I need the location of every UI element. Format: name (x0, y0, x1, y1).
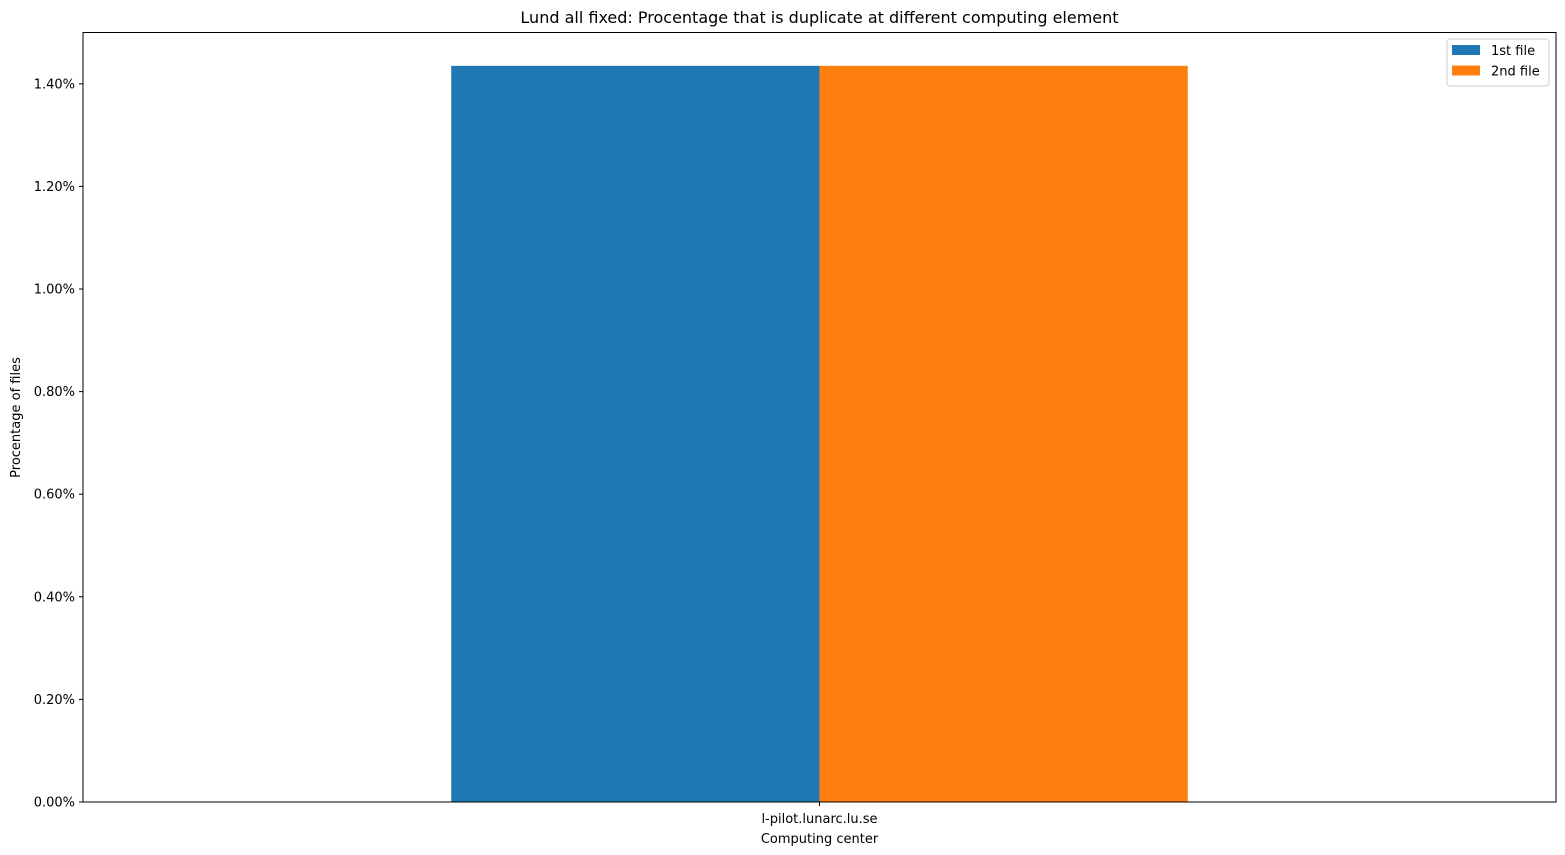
y-axis: 0.00% 0.20% 0.40% 0.60% 0.80% 1.00% 1.20% 1.40% (34, 77, 83, 811)
y-tick-label: 1.40% (34, 77, 75, 92)
legend: 1st file 2nd file (1446, 38, 1550, 87)
x-axis-label: Computing center (761, 832, 879, 847)
y-tick-label: 1.00% (34, 283, 75, 298)
x-axis: l-pilot.lunarc.lu.se (761, 802, 878, 827)
bar-2-1 (819, 65, 1188, 803)
legend-swatch (1452, 45, 1480, 55)
y-tick-label: 0.60% (34, 488, 75, 503)
x-tick-label: l-pilot.lunarc.lu.se (761, 812, 877, 827)
y-tick-label: 0.20% (34, 693, 75, 708)
bar-1-1 (451, 65, 820, 803)
y-tick-label: 1.20% (34, 180, 75, 195)
bars-group (451, 65, 1188, 803)
chart-title: Lund all fixed: Procentage that is dupli… (520, 8, 1118, 27)
y-tick-label: 0.40% (34, 590, 75, 605)
y-tick-label: 0.00% (34, 796, 75, 811)
legend-label: 2nd file (1491, 65, 1540, 80)
legend-swatch (1452, 65, 1480, 76)
y-tick-label: 0.80% (34, 385, 75, 400)
y-axis-label: Procentage of files (9, 357, 24, 478)
legend-label: 1st file (1491, 44, 1535, 59)
